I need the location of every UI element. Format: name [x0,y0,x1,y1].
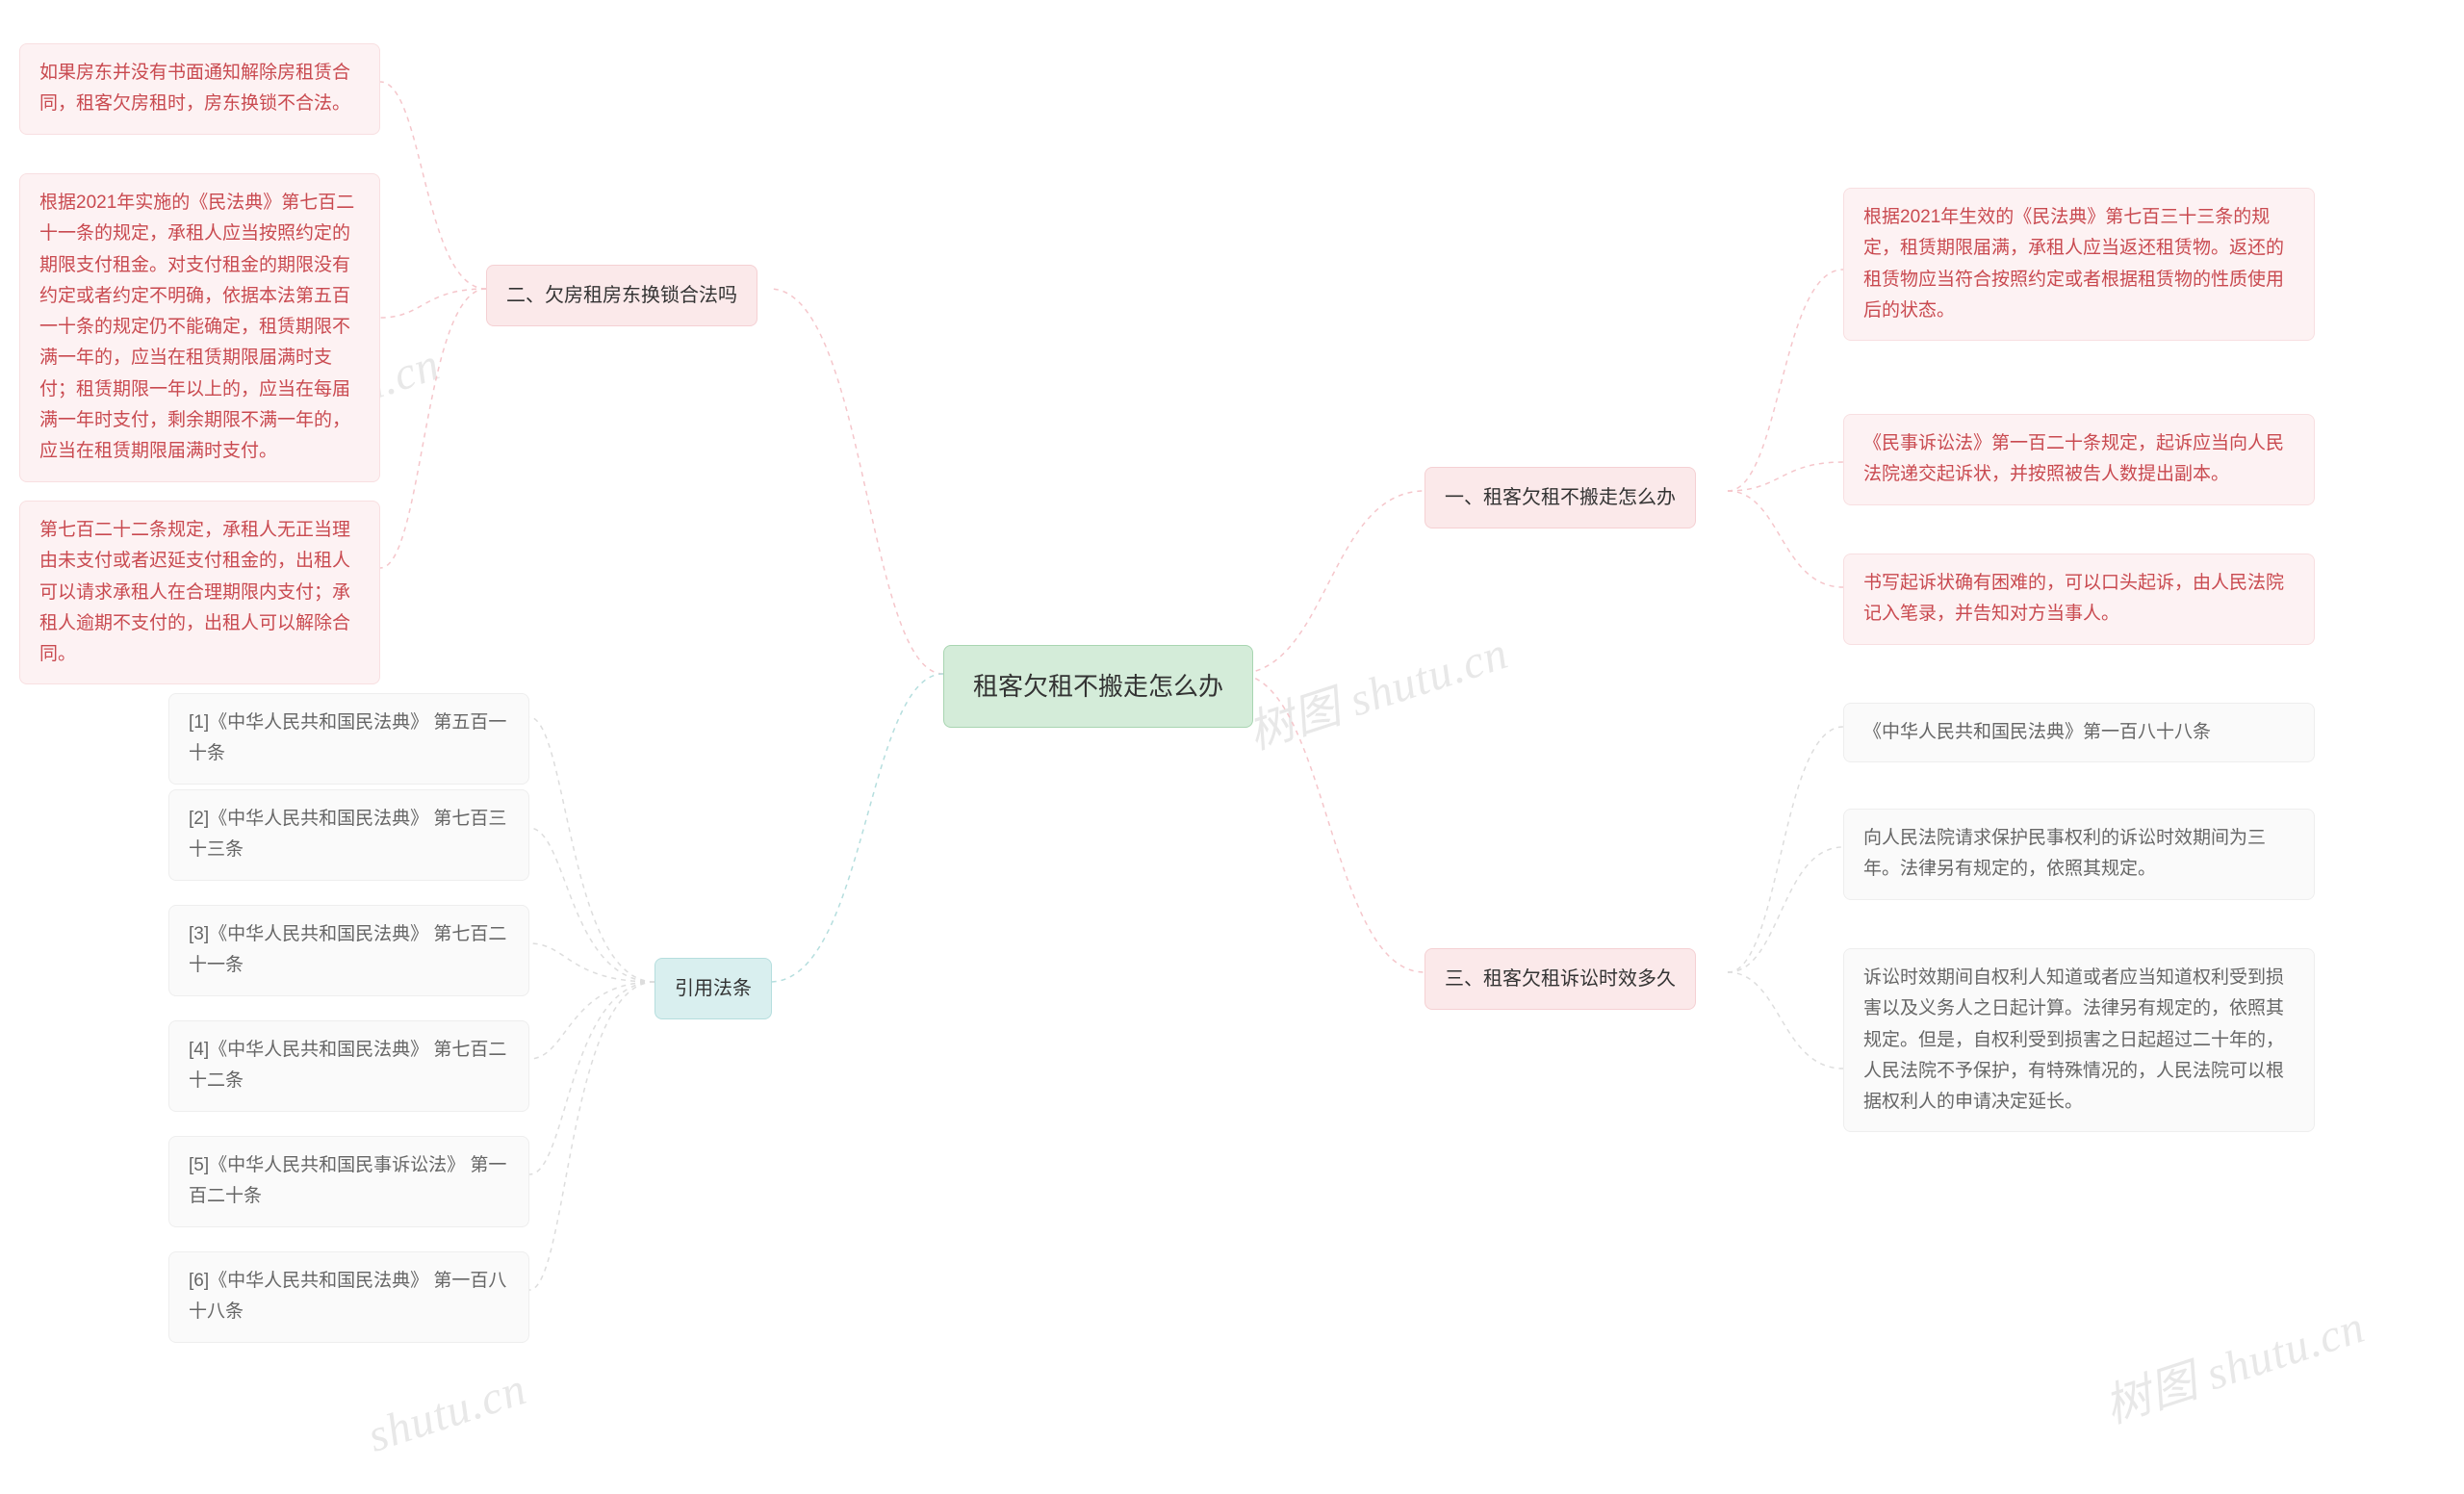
branch-4-leaf-4: [5]《中华人民共和国民事诉讼法》 第一百二十条 [168,1136,529,1227]
branch-4-leaf-5: [6]《中华人民共和国民法典》 第一百八十八条 [168,1251,529,1343]
branch-3-leaf-0: 《中华人民共和国民法典》第一百八十八条 [1843,703,2315,762]
branch-3-leaf-1: 向人民法院请求保护民事权利的诉讼时效期间为三年。法律另有规定的，依照其规定。 [1843,809,2315,900]
branch-1: 一、租客欠租不搬走怎么办 [1424,467,1696,528]
branch-1-leaf-0: 根据2021年生效的《民法典》第七百三十三条的规定，租赁期限届满，承租人应当返还… [1843,188,2315,341]
branch-4-leaf-2: [3]《中华人民共和国民法典》 第七百二十一条 [168,905,529,996]
watermark: 树图 shutu.cn [2094,1288,2372,1435]
branch-2: 二、欠房租房东换锁合法吗 [486,265,757,326]
watermark: 树图 shutu.cn [1238,614,1515,761]
branch-4: 引用法条 [654,958,772,1019]
branch-1-leaf-1: 《民事诉讼法》第一百二十条规定，起诉应当向人民法院递交起诉状，并按照被告人数提出… [1843,414,2315,505]
watermark: shutu.cn [362,1362,533,1463]
branch-4-leaf-1: [2]《中华人民共和国民法典》 第七百三十三条 [168,789,529,881]
branch-1-leaf-2: 书写起诉状确有困难的，可以口头起诉，由人民法院记入笔录，并告知对方当事人。 [1843,554,2315,645]
branch-3: 三、租客欠租诉讼时效多久 [1424,948,1696,1010]
branch-2-leaf-1: 根据2021年实施的《民法典》第七百二十一条的规定，承租人应当按照约定的期限支付… [19,173,380,482]
center-node: 租客欠租不搬走怎么办 [943,645,1253,728]
branch-2-leaf-2: 第七百二十二条规定，承租人无正当理由未支付或者迟延支付租金的，出租人可以请求承租… [19,501,380,684]
branch-4-leaf-0: [1]《中华人民共和国民法典》 第五百一十条 [168,693,529,785]
branch-3-leaf-2: 诉讼时效期间自权利人知道或者应当知道权利受到损害以及义务人之日起计算。法律另有规… [1843,948,2315,1132]
branch-4-leaf-3: [4]《中华人民共和国民法典》 第七百二十二条 [168,1020,529,1112]
branch-2-leaf-0: 如果房东并没有书面通知解除房租赁合同，租客欠房租时，房东换锁不合法。 [19,43,380,135]
